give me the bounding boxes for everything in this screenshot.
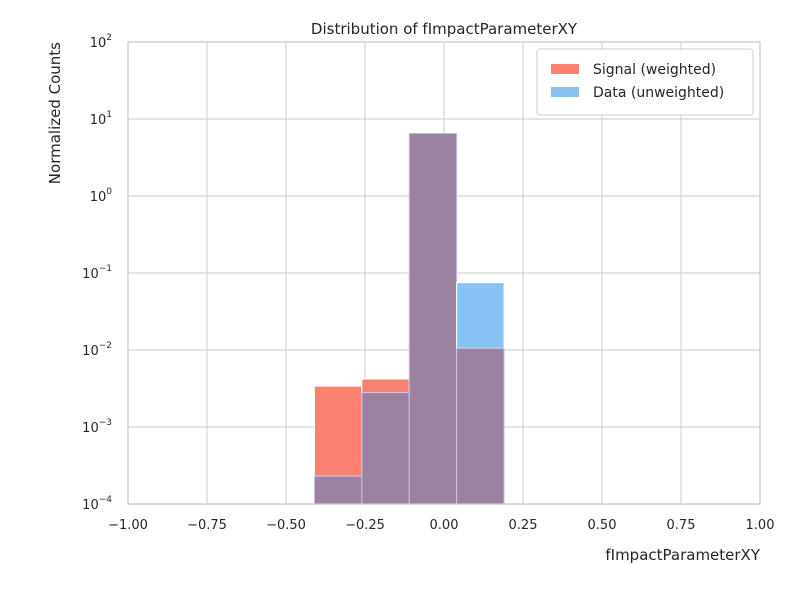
- y-tick-label: 10−4: [82, 495, 112, 513]
- chart-title: Distribution of fImpactParameterXY: [311, 20, 578, 38]
- legend-swatch-signal: [551, 64, 579, 74]
- legend-swatch-data: [551, 87, 579, 97]
- bar-overlap: [313, 475, 363, 505]
- x-tick-label: 0.50: [588, 518, 617, 533]
- x-tick-label: −0.75: [187, 518, 227, 533]
- y-tick-label: 102: [90, 33, 112, 51]
- y-tick-label: 100: [90, 187, 113, 205]
- legend-label-data: Data (unweighted): [593, 85, 724, 101]
- legend: Signal (weighted) Data (unweighted): [536, 48, 754, 116]
- x-tick-label: −0.50: [266, 518, 306, 533]
- legend-box: [536, 48, 754, 116]
- bar-data: [456, 282, 505, 349]
- x-axis-label: fImpactParameterXY: [605, 546, 760, 564]
- histogram-bars: [313, 132, 505, 505]
- x-tick-label: −1.00: [108, 518, 148, 533]
- bar-signal: [361, 378, 410, 394]
- y-tick-label: 10−3: [82, 418, 112, 436]
- x-tick-label: 1.00: [746, 518, 775, 533]
- x-tick-label: 0.25: [509, 518, 538, 533]
- x-tick-label: −0.25: [345, 518, 385, 533]
- bar-signal: [313, 385, 363, 477]
- y-axis-label: Normalized Counts: [46, 42, 64, 184]
- y-tick-label: 10−2: [82, 341, 112, 359]
- x-tick-labels: −1.00 −0.75 −0.50 −0.25 0.00 0.25 0.50 0.75 1.00: [108, 518, 774, 533]
- y-tick-labels: 102 101 100 10−1 10−2 10−3 10−4: [82, 33, 112, 513]
- x-tick-label: 0.75: [667, 518, 696, 533]
- plot-frame: [127, 41, 761, 505]
- bar-overlap: [408, 132, 458, 505]
- x-tick-label: 0.00: [430, 518, 459, 533]
- y-tick-label: 101: [90, 110, 112, 128]
- legend-label-signal: Signal (weighted): [593, 62, 716, 78]
- bar-overlap: [456, 347, 505, 505]
- y-tick-label: 10−1: [82, 264, 112, 282]
- bar-overlap: [361, 392, 410, 505]
